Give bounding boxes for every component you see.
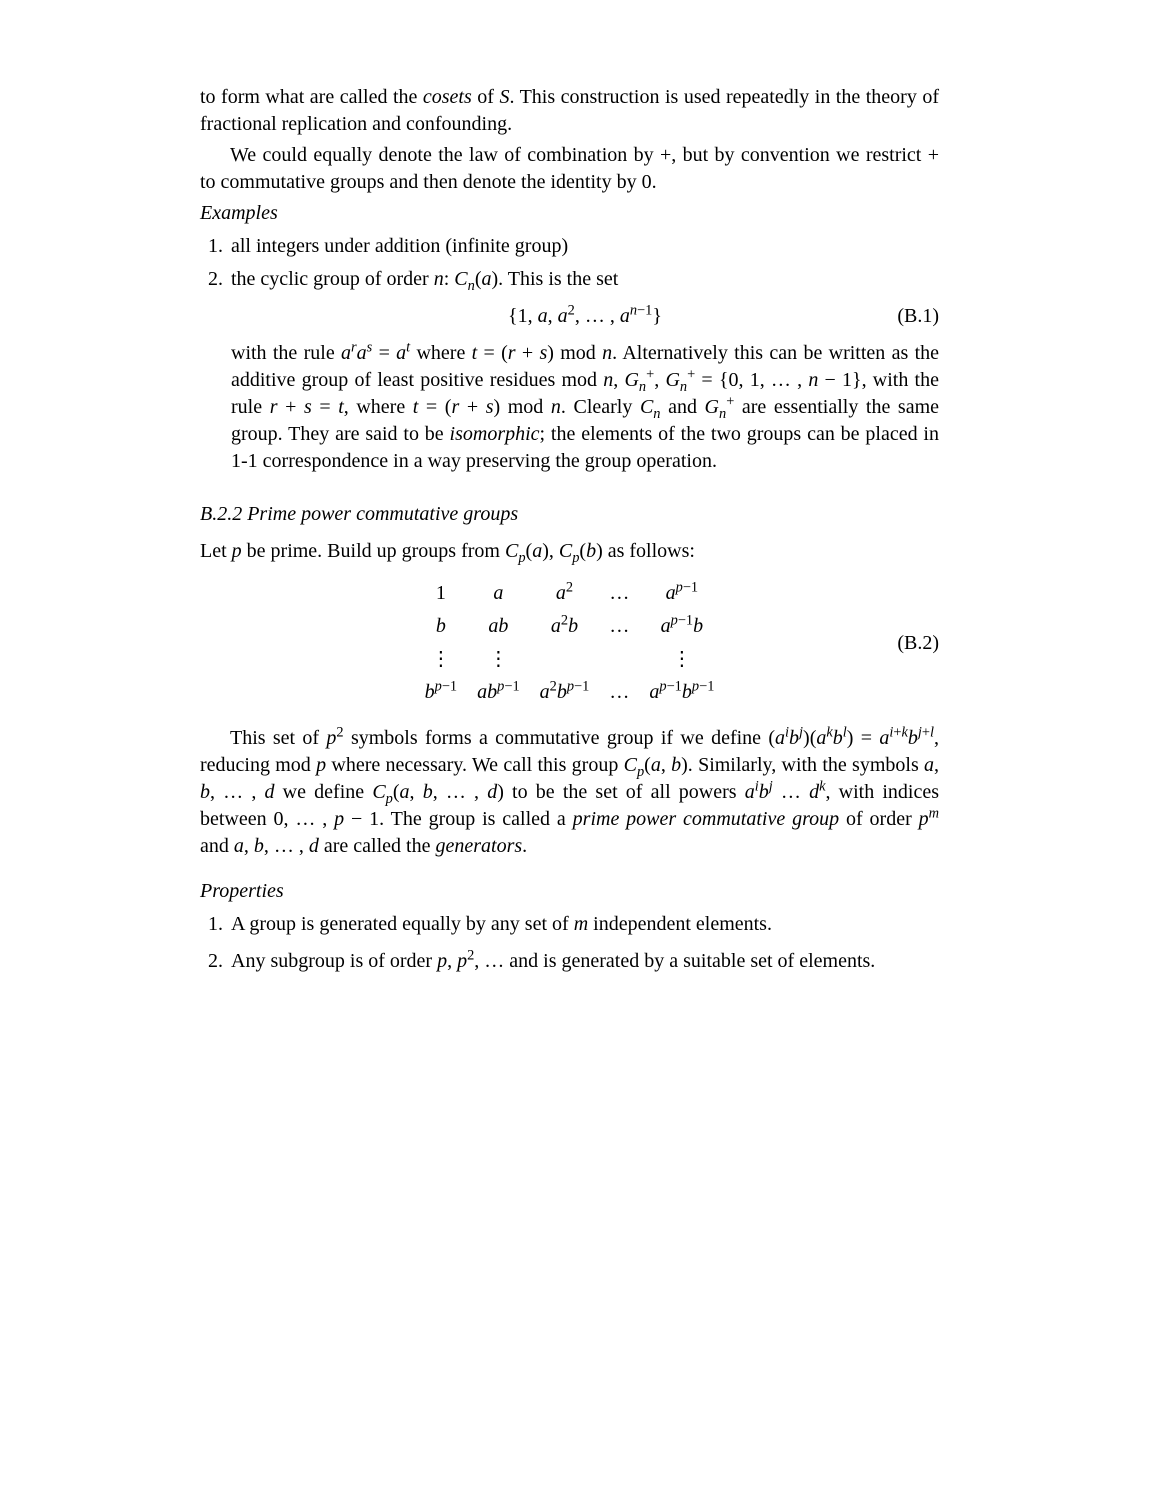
matrix-cell: ⋮ [424, 645, 459, 674]
group-array: 1aa2…ap−1baba2b…ap−1b⋮⋮⋮bp−1abp−1a2bp−1…… [406, 575, 734, 711]
paragraph-commutative-note: We could equally denote the law of combi… [200, 142, 939, 196]
examples-list: all integers under addition (infinite gr… [200, 233, 939, 475]
matrix-cell: a2b [539, 612, 591, 641]
subsection-heading: B.2.2 Prime power commutative groups [200, 501, 939, 528]
matrix-cell: ⋮ [476, 645, 521, 674]
properties-list: A group is generated equally by any set … [200, 911, 939, 975]
matrix-cell: ⋮ [648, 645, 715, 674]
equation-b2-body: 1aa2…ap−1baba2b…ap−1b⋮⋮⋮bp−1abp−1a2bp−1…… [200, 575, 939, 711]
matrix-cell: a [476, 579, 521, 608]
matrix-cell [539, 645, 591, 674]
matrix-cell: b [424, 612, 459, 641]
equation-b2: 1aa2…ap−1baba2b…ap−1b⋮⋮⋮bp−1abp−1a2bp−1…… [200, 575, 939, 711]
page: to form what are called the cosets of S.… [0, 0, 1159, 1500]
matrix-cell: a2bp−1 [539, 678, 591, 707]
matrix-cell [608, 645, 630, 674]
paragraph-p2-group: This set of p2 symbols forms a commutati… [200, 725, 939, 860]
matrix-cell: ab [476, 612, 521, 641]
matrix-cell: bp−1 [424, 678, 459, 707]
equation-b1-body: {1, a, a2, … , an−1} [231, 303, 939, 330]
equation-b1: {1, a, a2, … , an−1} (B.1) [231, 303, 939, 330]
property-1: A group is generated equally by any set … [228, 911, 939, 938]
example-2: the cyclic group of order n: Cn(a). This… [228, 266, 939, 475]
properties-heading: Properties [200, 878, 939, 905]
equation-b1-number: (B.1) [897, 303, 939, 330]
paragraph-cosets: to form what are called the cosets of S.… [200, 84, 939, 138]
matrix-cell: ap−1bp−1 [648, 678, 715, 707]
example-1: all integers under addition (infinite gr… [228, 233, 939, 260]
example-2-lead: the cyclic group of order n: Cn(a). This… [231, 268, 618, 290]
matrix-cell: ap−1b [648, 612, 715, 641]
property-2: Any subgroup is of order p, p2, … and is… [228, 948, 939, 975]
matrix-cell: 1 [424, 579, 459, 608]
matrix-cell: … [608, 678, 630, 707]
matrix-cell: a2 [539, 579, 591, 608]
matrix-cell: abp−1 [476, 678, 521, 707]
example-2-tail: with the rule aras = at where t = (r + s… [231, 340, 939, 475]
matrix-cell: … [608, 579, 630, 608]
paragraph-build-groups: Let p be prime. Build up groups from Cp(… [200, 538, 939, 565]
matrix-cell: ap−1 [648, 579, 715, 608]
examples-heading: Examples [200, 200, 939, 227]
matrix-cell: … [608, 612, 630, 641]
equation-b2-number: (B.2) [897, 630, 939, 657]
